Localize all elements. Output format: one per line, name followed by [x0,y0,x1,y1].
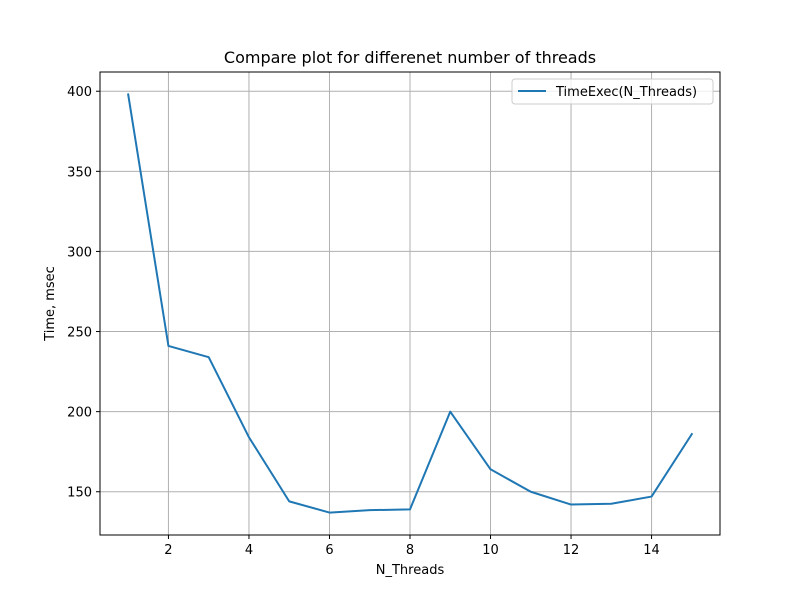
legend-box [511,78,714,105]
legend-series-label: TimeExec(N_Threads) [555,85,697,100]
y-tick-label: 400 [67,85,92,100]
x-tick-label: 10 [482,543,499,558]
series-layer [127,93,694,514]
y-tick-label: 300 [67,245,92,260]
grid-lines [100,72,720,535]
x-tick-label: 8 [406,543,414,558]
y-tick-label: 250 [67,326,92,341]
chart-title: Compare plot for differenet number of th… [224,48,596,67]
y-axis-label: Time, msec [43,266,58,342]
y-tick-label: 150 [67,486,92,501]
y-tick-label: 200 [67,406,92,421]
y-tick-label: 350 [67,165,92,180]
x-tick-label: 14 [643,543,660,558]
legend: TimeExec(N_Threads) [511,78,714,105]
series-line [127,93,694,514]
x-tick-label: 2 [164,543,172,558]
x-tick-label: 4 [245,543,253,558]
x-axis-label: N_Threads [376,563,445,578]
x-tick-label: 6 [325,543,333,558]
x-tick-label: 12 [563,543,580,558]
axis-ticks: 2 4 6 8 10 12 14 150 200 250 300 350 400 [67,85,660,558]
